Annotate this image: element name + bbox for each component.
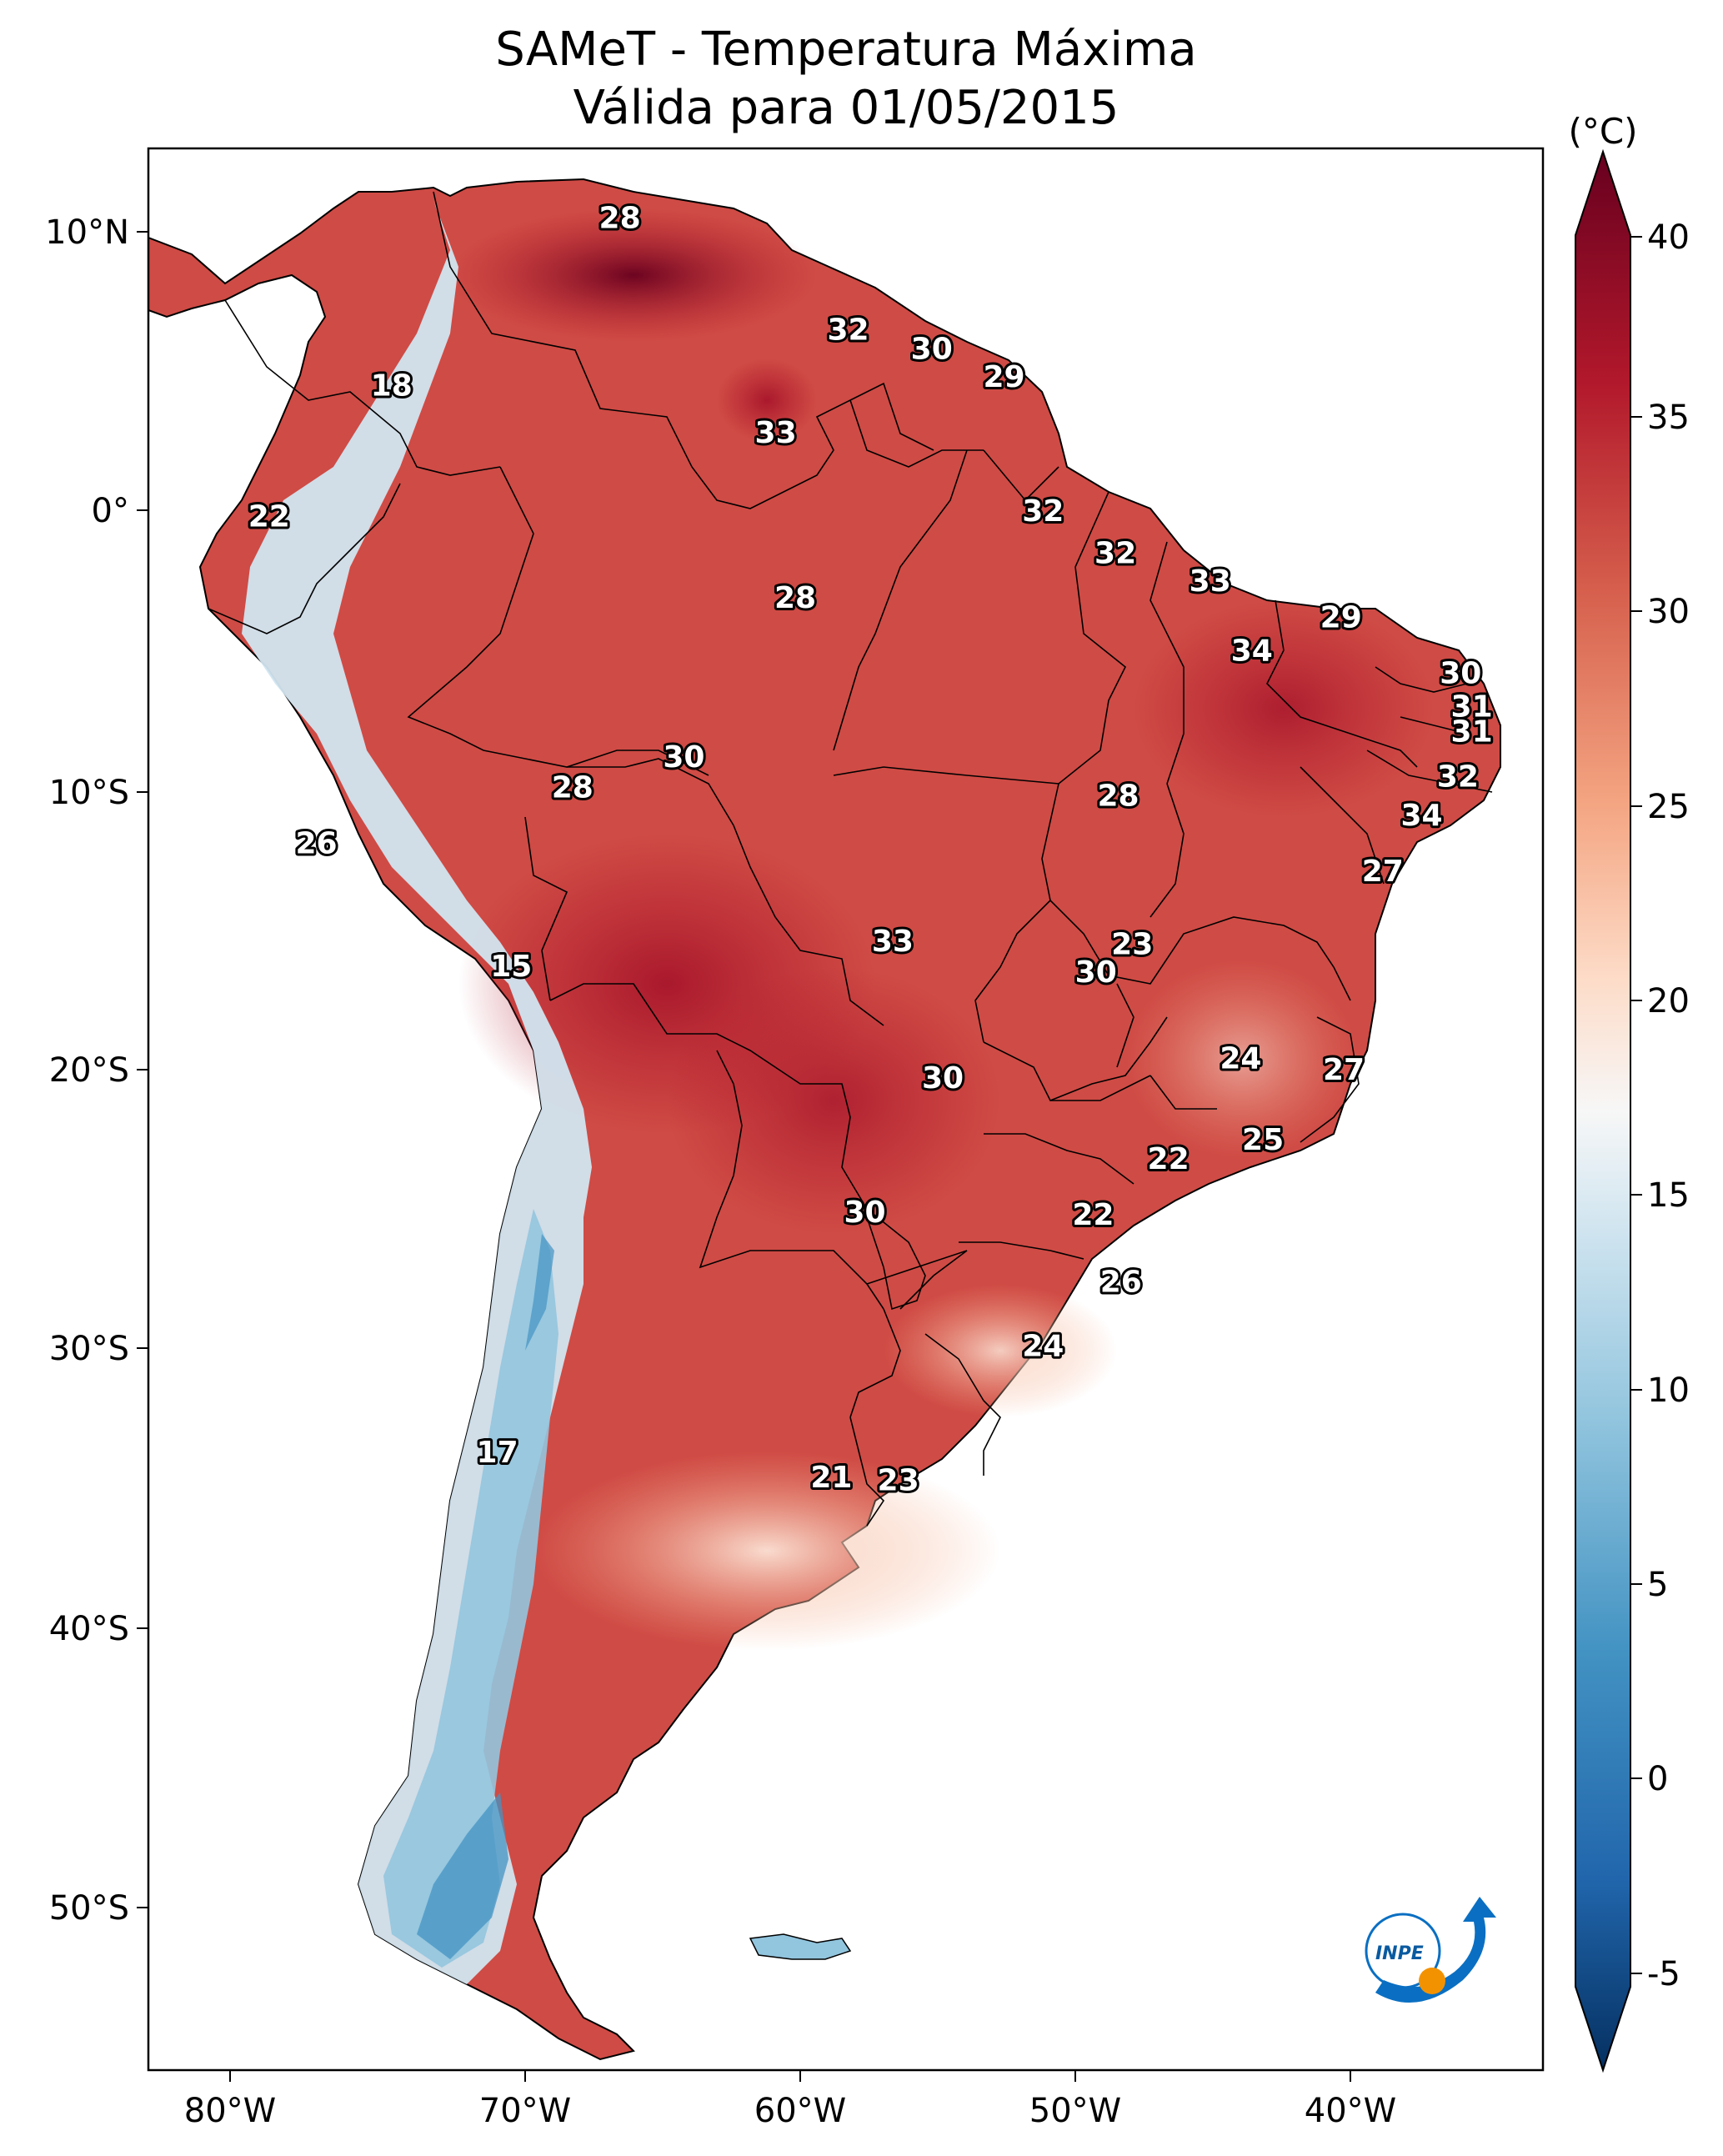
map-title: SAMeT - Temperatura Máxima	[495, 23, 1197, 77]
x-axis: 80°W 70°W 60°W 50°W 40°W	[184, 2070, 1396, 2130]
contour-label: 30	[663, 740, 704, 775]
patagonia-blue-band	[383, 1209, 558, 1968]
mild-south-brazil	[884, 1284, 1117, 1417]
contour-label: 28	[552, 771, 594, 805]
contour-label: 22	[1148, 1142, 1190, 1176]
contour-label: 29	[983, 360, 1024, 394]
falkland-islands	[749, 1933, 852, 1960]
contour-label: 27	[1323, 1053, 1365, 1087]
colorbar-unit: (°C)	[1568, 111, 1637, 152]
y-tick-label: 50°S	[49, 1889, 129, 1928]
contour-label: 32	[1437, 760, 1479, 794]
contour-label: 32	[1094, 536, 1136, 570]
logo-text: INPE	[1375, 1943, 1424, 1964]
colorbar-ticks: 40 35 30 25 20 15 10 5 0 -5	[1630, 218, 1690, 1993]
colorbar-tick-label: -5	[1647, 1955, 1680, 1993]
mild-pampas	[533, 1451, 1000, 1651]
contour-label: 29	[1320, 600, 1362, 634]
y-axis: 10°N 0° 10°S 20°S 30°S 40°S 50°S	[45, 213, 148, 1928]
contour-label: 17	[477, 1436, 518, 1470]
contour-label: 24	[1022, 1330, 1064, 1364]
y-tick-label: 10°S	[49, 774, 129, 812]
contour-label: 30	[922, 1061, 964, 1096]
map-frame	[147, 147, 1545, 2072]
contour-label: 34	[1400, 799, 1442, 833]
map-area	[148, 148, 1543, 2070]
x-tick-label: 80°W	[184, 2092, 276, 2130]
contour-label: 30	[911, 333, 953, 367]
patagonia-deep-blue	[417, 1792, 508, 1959]
colorbar-tick-label: 0	[1647, 1760, 1668, 1798]
contour-label: 18	[371, 369, 413, 403]
contour-label: 28	[599, 201, 641, 235]
x-tick-label: 70°W	[479, 2092, 571, 2130]
contour-label: 24	[1220, 1042, 1261, 1076]
contour-label: 34	[1231, 634, 1273, 669]
y-tick-label: 30°S	[49, 1330, 129, 1368]
contour-label: 30	[1440, 656, 1481, 690]
colorbar-tick-label: 40	[1647, 218, 1690, 257]
x-tick-label: 40°W	[1305, 2092, 1396, 2130]
contour-label: 21	[810, 1461, 852, 1495]
contour-label: 23	[878, 1464, 919, 1498]
contour-label: 15	[490, 950, 532, 984]
altiplano-cold-spot	[525, 1234, 554, 1351]
heat-core-mato-grosso	[667, 967, 1000, 1234]
contour-label: 30	[1075, 955, 1117, 990]
colorbar-tick-label: 35	[1647, 399, 1690, 437]
contour-label: 31	[1451, 715, 1493, 750]
contour-label: 26	[1100, 1266, 1142, 1300]
colorbar-tick-label: 25	[1647, 788, 1690, 826]
y-tick-label: 0°	[92, 492, 129, 530]
colorbar-tick-label: 15	[1647, 1176, 1690, 1215]
logo-orange-dot	[1419, 1968, 1445, 1994]
y-tick-label: 10°N	[45, 213, 129, 252]
contour-label: 28	[774, 581, 816, 615]
heat-core-roraima	[717, 358, 817, 442]
contour-label: 25	[1242, 1123, 1284, 1157]
x-tick-label: 50°W	[1029, 2092, 1121, 2130]
y-tick-label: 40°S	[49, 1610, 129, 1648]
colorbar: (°C) 40 35 30 25 20 15 10 5 0 -5	[1568, 111, 1690, 2073]
contour-label: 33	[1190, 564, 1231, 599]
inpe-logo: INPE	[1365, 1897, 1496, 2003]
colorbar-tick-label: 10	[1647, 1371, 1690, 1410]
logo-swoosh	[1375, 1897, 1496, 2003]
contour-label: 22	[1072, 1198, 1114, 1232]
heat-core-north	[450, 208, 817, 342]
contour-label: 33	[872, 925, 914, 959]
contour-label: 28	[1097, 780, 1139, 814]
heat-core-northeast	[1134, 600, 1434, 817]
colorbar-tick-label: 30	[1647, 593, 1690, 631]
contour-label: 23	[1111, 927, 1153, 961]
map-subtitle: Válida para 01/05/2015	[573, 81, 1119, 135]
colorbar-tick-label: 20	[1647, 982, 1690, 1020]
contour-label: 32	[1022, 494, 1064, 529]
y-tick-label: 20°S	[49, 1051, 129, 1090]
country-borders	[208, 191, 1493, 1527]
contour-label: 33	[755, 416, 797, 450]
colorbar-tick-label: 5	[1647, 1566, 1668, 1604]
colorbar-ramp	[1575, 148, 1631, 2073]
contour-label: 30	[844, 1196, 885, 1230]
contour-label: 31	[1451, 690, 1493, 725]
x-tick-label: 60°W	[754, 2092, 846, 2130]
contour-label: 32	[827, 313, 869, 347]
contour-label: 27	[1362, 855, 1404, 889]
contour-label: 22	[248, 500, 290, 534]
contour-label: 26	[295, 827, 337, 861]
